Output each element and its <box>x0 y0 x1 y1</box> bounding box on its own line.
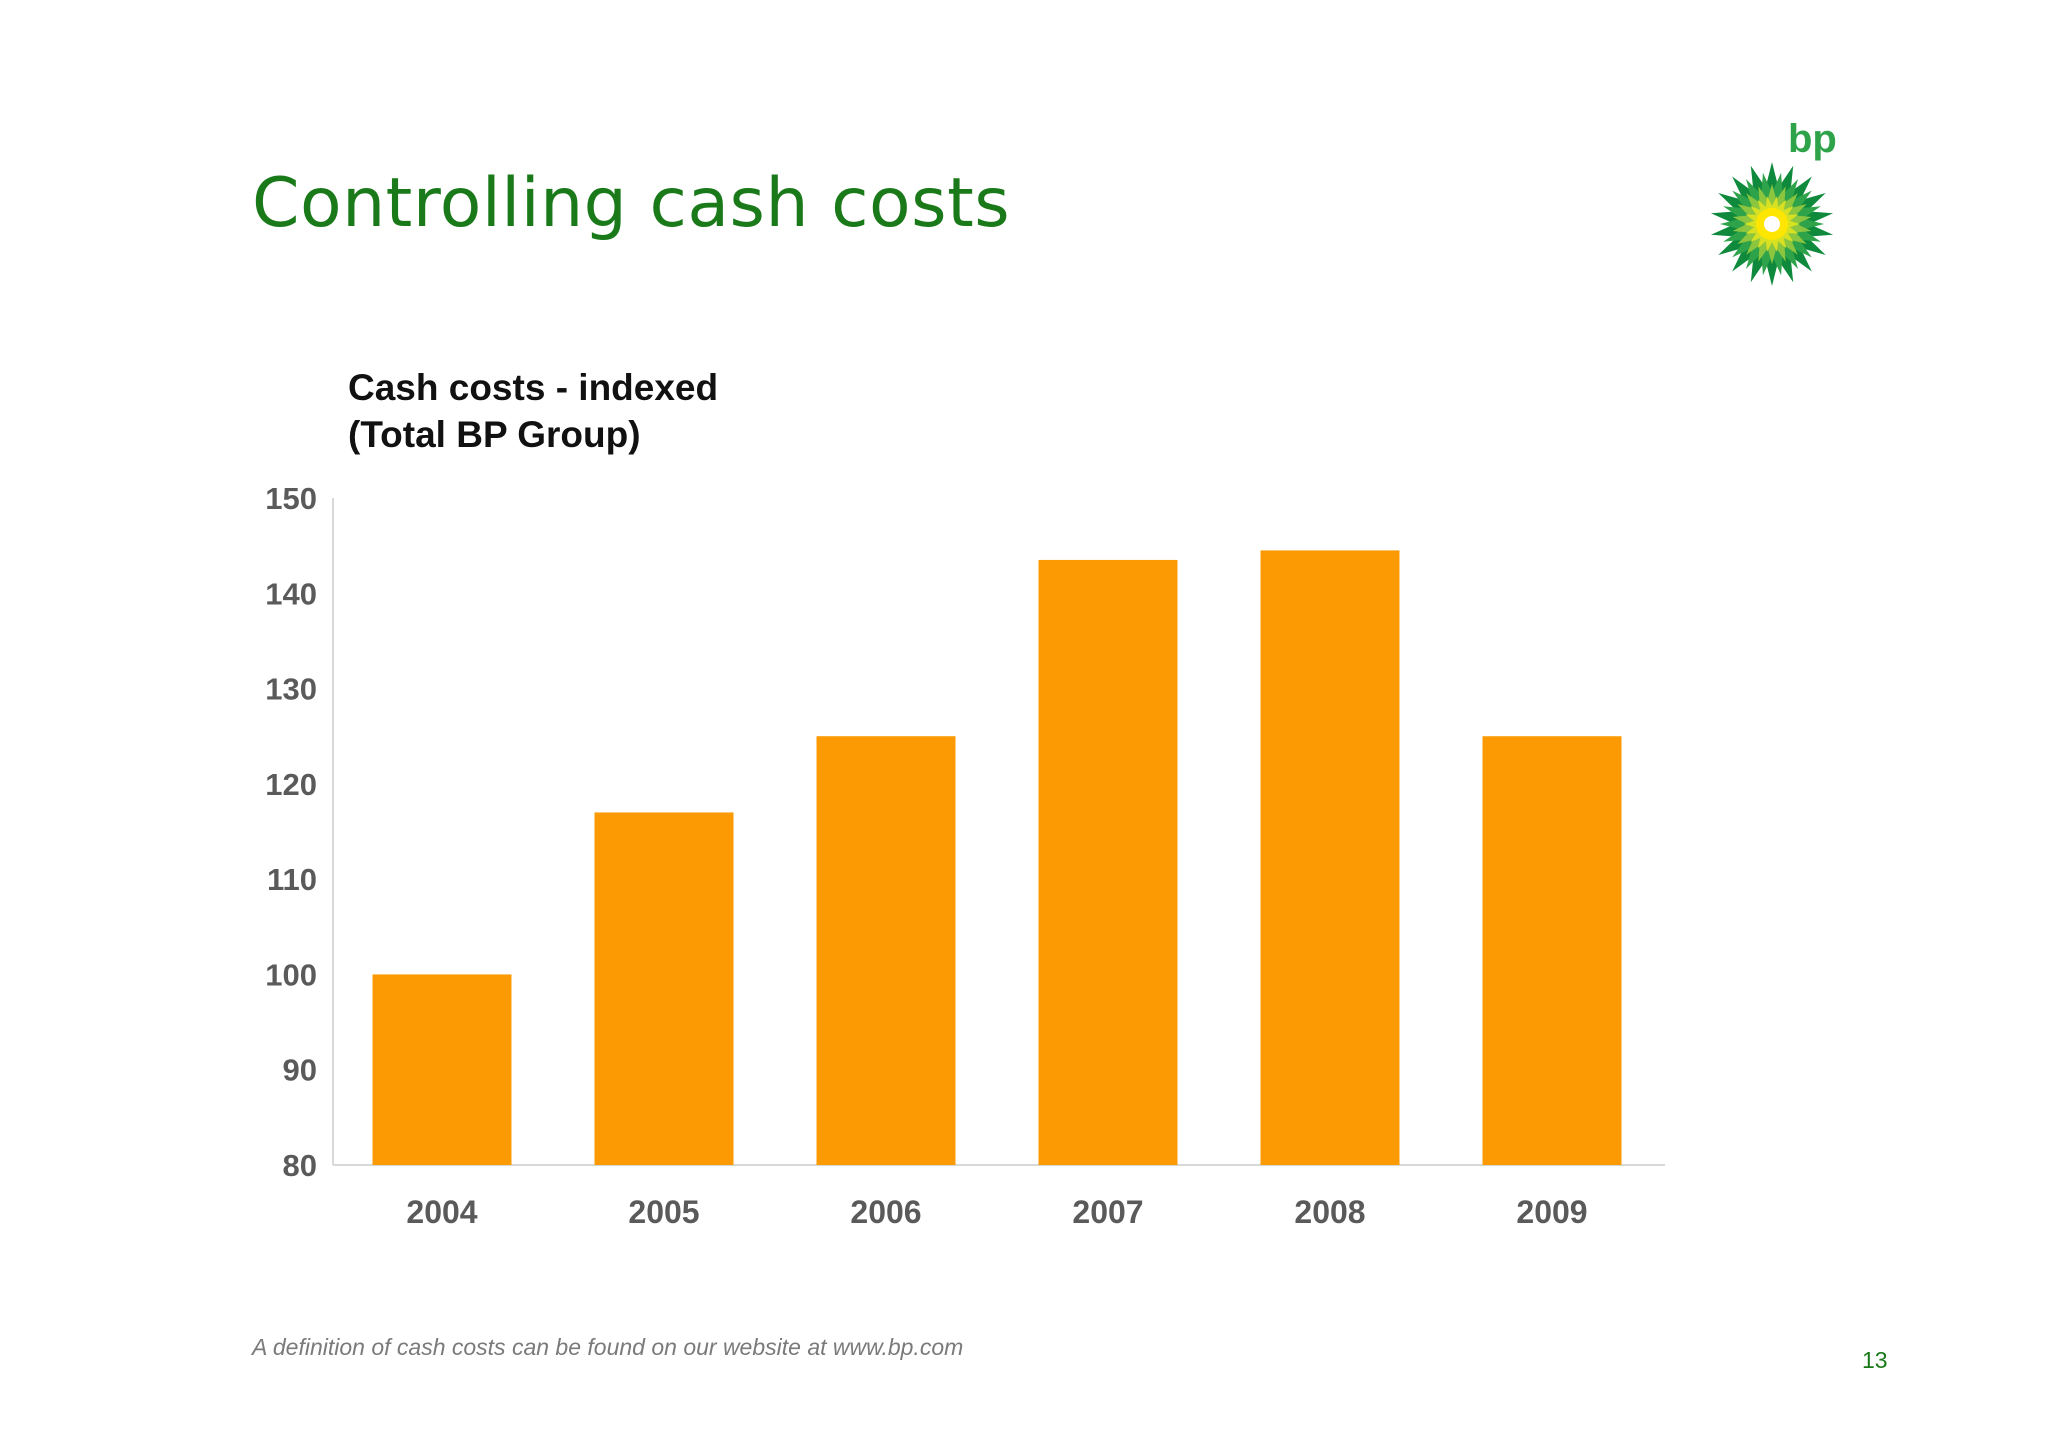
y-tick-label: 100 <box>265 957 317 992</box>
bar-chart: 80 90 100 110 120 130 140 150 2004 2005 2006 2007 20… <box>250 475 1680 1245</box>
footnote: A definition of cash costs can be found … <box>252 1334 964 1360</box>
y-tick-label: 150 <box>265 481 317 516</box>
helios-logo-icon: bp <box>1710 118 1837 286</box>
y-tick-label: 80 <box>283 1148 317 1183</box>
chart-title-line1: Cash costs - indexed <box>348 367 719 408</box>
chart-subtitle: (Total BP Group) <box>348 414 641 455</box>
bar-2005 <box>594 812 734 1165</box>
svg-text:bp: bp <box>1788 118 1837 161</box>
page-number: 13 <box>1862 1347 1888 1373</box>
bar-2006 <box>816 736 956 1165</box>
logo-petal <box>1767 184 1777 224</box>
y-tick-label: 120 <box>265 767 317 802</box>
x-tick-label: 2006 <box>850 1194 921 1230</box>
x-tick-label: 2009 <box>1516 1194 1587 1230</box>
bar-2008 <box>1260 550 1400 1165</box>
bar-chart-svg: 80 90 100 110 120 130 140 150 2004 2005 2006 2007 20… <box>265 481 1665 1230</box>
y-tick-label: 90 <box>283 1053 317 1088</box>
slide-title: Controlling cash costs <box>252 164 1011 243</box>
y-tick-label: 130 <box>265 672 317 707</box>
chart-title: Cash costs - indexed (Total BP Group) <box>348 364 718 458</box>
x-tick-label: 2007 <box>1072 1194 1143 1230</box>
bp-logo: bp <box>1704 118 1844 288</box>
logo-core <box>1764 216 1780 232</box>
y-tick-label: 110 <box>267 862 317 897</box>
y-tick-label: 140 <box>265 576 317 611</box>
bar-2004 <box>372 974 512 1165</box>
x-tick-label: 2008 <box>1294 1194 1365 1230</box>
x-tick-label: 2005 <box>628 1194 699 1230</box>
logo-petal <box>1767 224 1777 264</box>
bar-2007 <box>1038 559 1178 1165</box>
x-tick-label: 2004 <box>406 1194 477 1230</box>
bar-2009 <box>1482 736 1622 1165</box>
